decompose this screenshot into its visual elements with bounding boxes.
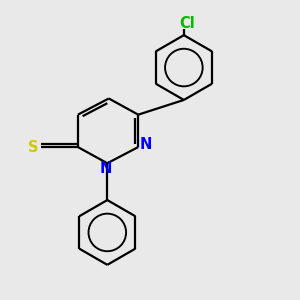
Text: N: N <box>140 136 152 152</box>
Text: N: N <box>100 161 112 176</box>
Text: Cl: Cl <box>179 16 195 31</box>
Text: S: S <box>28 140 39 154</box>
